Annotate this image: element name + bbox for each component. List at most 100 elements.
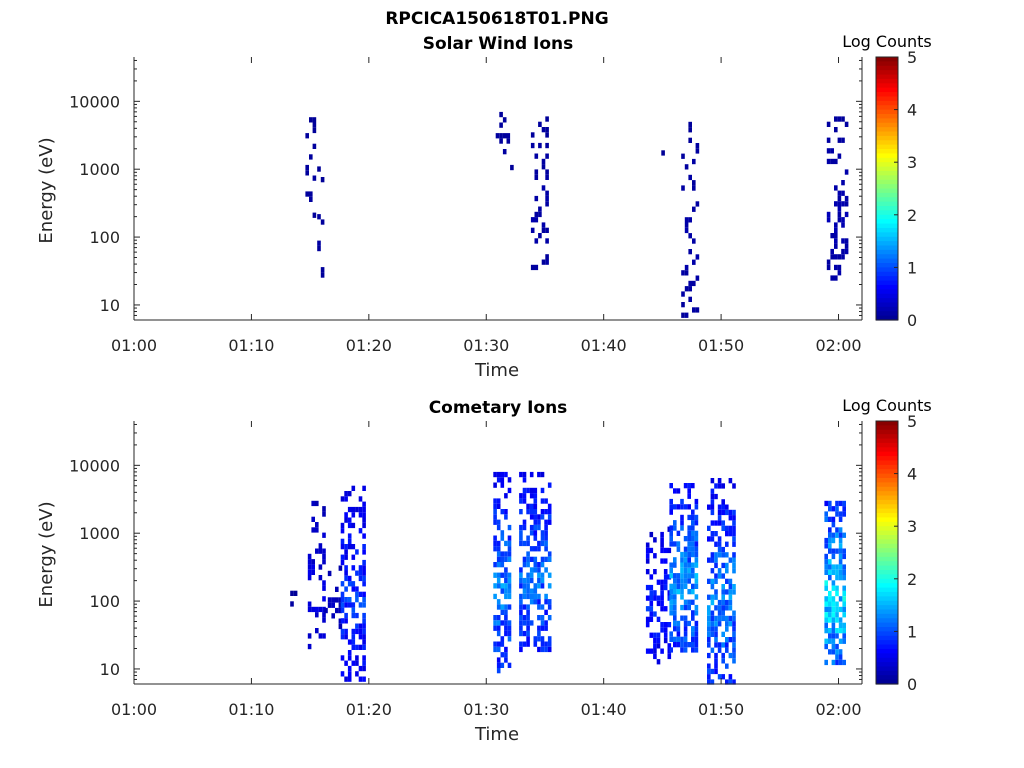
heatmap-cell (835, 612, 839, 618)
heatmap-cell (500, 535, 505, 541)
heatmap-cell (312, 117, 317, 123)
heatmap-cell (307, 569, 312, 575)
y-tick-label: 10000 (69, 456, 120, 475)
heatmap-cell (656, 579, 661, 585)
heatmap-cell (721, 525, 725, 531)
colorbar-segment (876, 258, 898, 264)
heatmap-cell (687, 530, 691, 536)
heatmap-cell (710, 488, 715, 494)
heatmap-cell (707, 578, 711, 584)
heatmap-cell (710, 478, 715, 484)
heatmap-cell (681, 312, 685, 318)
heatmap-cell (537, 615, 541, 621)
heatmap-cell (834, 254, 838, 260)
heatmap-cell (683, 647, 688, 653)
heatmap-cell (344, 544, 348, 550)
heatmap-cell (529, 599, 534, 605)
heatmap-cell (545, 127, 549, 133)
heatmap-cell (649, 600, 654, 607)
heatmap-cell (526, 487, 530, 494)
heatmap-cell (545, 195, 549, 202)
colorbar-segment (876, 245, 898, 251)
heatmap-cell (533, 599, 538, 605)
heatmap-cell (828, 500, 832, 507)
heatmap-cell (687, 562, 691, 568)
heatmap-cell (669, 498, 673, 505)
heatmap-cell (544, 524, 548, 531)
colorbar-segment (876, 648, 898, 654)
heatmap-cell (688, 137, 692, 143)
heatmap-cell (681, 270, 685, 276)
heatmap-cell (837, 211, 842, 218)
heatmap-cell (684, 270, 689, 276)
heatmap-cell (344, 618, 348, 624)
heatmap-cell (529, 556, 534, 562)
x-tick-label: 01:50 (698, 336, 744, 355)
colorbar-segment (876, 315, 898, 321)
heatmap-cell (533, 641, 538, 647)
heatmap-cell (831, 633, 836, 639)
heatmap-cell (362, 512, 366, 518)
heatmap-cell (725, 621, 729, 627)
heatmap-cell (507, 540, 512, 547)
colorbar-segment (876, 105, 898, 111)
heatmap-cell (500, 641, 505, 647)
heatmap-cell (493, 546, 497, 552)
heatmap-cell (519, 630, 523, 637)
heatmap-cell (687, 504, 691, 510)
colorbar-segment (876, 61, 898, 67)
heatmap-cell (824, 585, 828, 591)
heatmap-cell (688, 286, 692, 292)
colorbar-segment (876, 539, 898, 545)
heatmap-cell (842, 596, 846, 602)
heatmap-cell (710, 615, 715, 622)
heatmap-cell (504, 577, 508, 584)
heatmap-cell (710, 621, 715, 627)
heatmap-cell (355, 597, 359, 603)
heatmap-cell (683, 557, 688, 563)
heatmap-cell (838, 548, 843, 554)
colorbar-segment (876, 298, 898, 304)
heatmap-cell (721, 594, 725, 600)
heatmap-cell (695, 143, 700, 149)
colorbar-segment (876, 526, 898, 532)
heatmap-cell (547, 482, 552, 488)
heatmap-cell (687, 642, 691, 648)
heatmap-cell (351, 485, 356, 491)
heatmap-cell (519, 615, 523, 621)
heatmap-cell (683, 504, 688, 510)
heatmap-cell (358, 591, 363, 597)
heatmap-cell (694, 636, 699, 642)
heatmap-cell (496, 562, 501, 568)
heatmap-cell (834, 127, 838, 133)
heatmap-cell (687, 589, 691, 595)
heatmap-cell (496, 503, 501, 509)
heatmap-cell (831, 564, 836, 570)
heatmap-cell (504, 588, 508, 594)
heatmap-cell (522, 577, 527, 584)
heatmap-cell (529, 503, 534, 509)
heatmap-cell (309, 117, 313, 123)
heatmap-cell (831, 569, 836, 575)
colorbar-tick-label: 3 (907, 153, 917, 172)
heatmap-cell (502, 149, 507, 155)
heatmap-cell (669, 541, 673, 547)
heatmap-cell (335, 607, 339, 614)
heatmap-cell (834, 233, 838, 239)
heatmap-cell (344, 512, 348, 518)
heatmap-cell (529, 567, 534, 573)
heatmap-cell (534, 153, 539, 159)
heatmap-cell (717, 599, 722, 606)
heatmap-cell (534, 174, 539, 180)
heatmap-cell (338, 607, 343, 614)
heatmap-cell (493, 583, 497, 589)
heatmap-cell (344, 602, 348, 608)
heatmap-cell (694, 642, 699, 648)
heatmap-cell (683, 631, 688, 637)
heatmap-cell (526, 604, 530, 610)
heatmap-cell (714, 668, 718, 675)
heatmap-cell (351, 512, 356, 518)
colorbar-segment (876, 578, 898, 584)
heatmap-cell (347, 597, 352, 603)
heatmap-cell (841, 238, 845, 244)
